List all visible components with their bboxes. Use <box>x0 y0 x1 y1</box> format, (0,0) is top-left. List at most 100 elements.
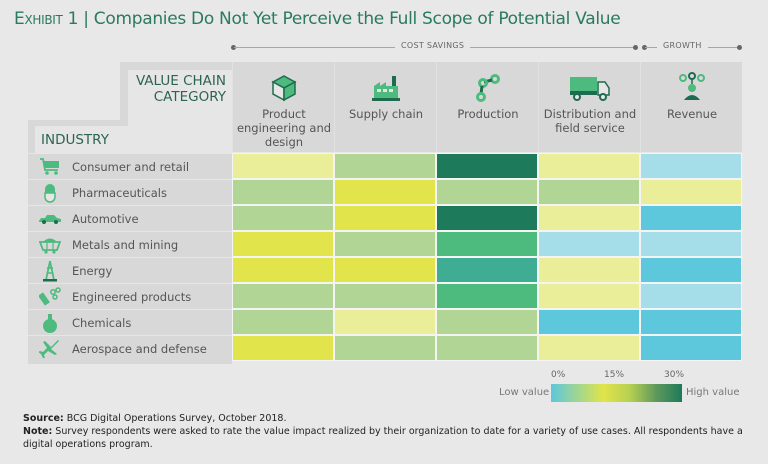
heatmap-cell <box>640 179 742 205</box>
car-icon <box>28 213 72 225</box>
bolt-nut-icon <box>28 287 72 307</box>
row-header: Metals and mining <box>28 231 232 258</box>
exhibit-number: Exhibit 1 <box>14 9 79 29</box>
survey-note: Note: Survey respondents were asked to r… <box>23 425 743 451</box>
exhibit-title: Exhibit 1 | Companies Do Not Yet Perceiv… <box>14 9 621 29</box>
heatmap-cell <box>436 179 538 205</box>
note-label: Note: <box>23 426 53 437</box>
row-label: Consumer and retail <box>72 160 190 174</box>
row-label: Engineered products <box>72 290 192 304</box>
growth-label: GROWTH <box>657 41 708 50</box>
column-label: Production <box>457 107 519 121</box>
heatmap-cell <box>538 283 640 309</box>
source-text: BCG Digital Operations Survey, October 2… <box>63 413 287 424</box>
legend-tick: 15% <box>604 370 625 380</box>
flask-icon <box>28 312 72 334</box>
column-label: Distribution and field service <box>543 107 637 135</box>
airplane-icon <box>28 339 72 359</box>
heatmap-cell <box>334 335 436 361</box>
heatmap-cell <box>334 179 436 205</box>
row-header: Pharmaceuticals <box>28 179 232 206</box>
legend-tick: 0% <box>551 370 566 380</box>
column-header: Product engineering and design <box>232 62 335 152</box>
heatmap-cell <box>538 309 640 335</box>
heatmap-cell <box>232 335 334 361</box>
row-label: Automotive <box>72 212 139 226</box>
industry-label: INDUSTRY <box>41 132 109 148</box>
bracket-dot <box>231 45 236 50</box>
heatmap-cell <box>334 153 436 179</box>
column-header: Production <box>436 62 539 152</box>
heatmap-cell <box>334 205 436 231</box>
factory-icon <box>335 70 437 102</box>
heatmap-cell <box>538 231 640 257</box>
heatmap-cell <box>232 309 334 335</box>
legend-tick: 30% <box>664 370 685 380</box>
heatmap-cell <box>640 153 742 179</box>
heatmap-cell <box>232 231 334 257</box>
heatmap-cell <box>232 205 334 231</box>
pill-icon <box>28 183 72 203</box>
cube-icon <box>233 70 335 102</box>
cost-savings-label: COST SAVINGS <box>395 41 471 50</box>
column-label: Revenue <box>666 107 718 121</box>
row-header: Aerospace and defense <box>28 335 232 362</box>
row-label: Chemicals <box>72 316 132 330</box>
column-header: Revenue <box>640 62 743 152</box>
row-header: Automotive <box>28 205 232 232</box>
robot-arm-icon <box>437 70 539 102</box>
row-label: Metals and mining <box>72 238 179 252</box>
heatmap-cell <box>232 257 334 283</box>
bracket-dot <box>737 45 742 50</box>
heatmap-cell <box>436 257 538 283</box>
bracket-dot <box>642 45 647 50</box>
heatmap-cell <box>640 309 742 335</box>
mine-cart-icon <box>28 236 72 254</box>
heatmap-cell <box>640 257 742 283</box>
source-note: Source: BCG Digital Operations Survey, O… <box>23 412 287 425</box>
heatmap-cell <box>538 257 640 283</box>
heatmap-cell <box>436 231 538 257</box>
heatmap-cell <box>436 283 538 309</box>
heatmap-cell <box>232 283 334 309</box>
heatmap-cell <box>334 257 436 283</box>
heatmap-cell <box>436 335 538 361</box>
person-network-icon <box>641 70 743 102</box>
heatmap-cell <box>436 205 538 231</box>
legend-high-label: High value <box>686 387 740 398</box>
heatmap-cell <box>538 179 640 205</box>
heatmap-cell <box>334 309 436 335</box>
legend-color-bar <box>551 384 682 402</box>
heatmap-cell <box>334 283 436 309</box>
bracket-dot <box>633 45 638 50</box>
row-header: Consumer and retail <box>28 153 232 180</box>
shopping-cart-icon <box>28 158 72 176</box>
value-chain-label: VALUE CHAIN CATEGORY <box>135 73 226 105</box>
heatmap-cell <box>334 231 436 257</box>
column-header: Distribution and field service <box>538 62 641 152</box>
heatmap-cell <box>232 153 334 179</box>
heatmap-cell <box>436 309 538 335</box>
row-header: Engineered products <box>28 283 232 310</box>
title-separator: | <box>78 9 94 29</box>
industry-header: INDUSTRY <box>35 126 233 153</box>
heatmap-cell <box>538 153 640 179</box>
heatmap-cell <box>436 153 538 179</box>
column-label: Product engineering and design <box>236 107 332 149</box>
source-label: Source: <box>23 413 64 424</box>
heatmap-cell <box>538 205 640 231</box>
oil-rig-icon <box>28 260 72 282</box>
row-label: Aerospace and defense <box>72 342 207 356</box>
row-label: Pharmaceuticals <box>72 186 167 200</box>
legend-low-label: Low value <box>499 387 550 398</box>
column-label: Supply chain <box>349 107 423 121</box>
row-header: Chemicals <box>28 309 232 336</box>
note-text: Survey respondents were asked to rate th… <box>23 426 743 450</box>
heatmap-cell <box>640 335 742 361</box>
row-header: Energy <box>28 257 232 284</box>
heatmap-cell <box>538 335 640 361</box>
heatmap-cell <box>232 179 334 205</box>
heatmap-cell <box>640 231 742 257</box>
row-label: Energy <box>72 264 113 278</box>
column-header: Supply chain <box>334 62 437 152</box>
